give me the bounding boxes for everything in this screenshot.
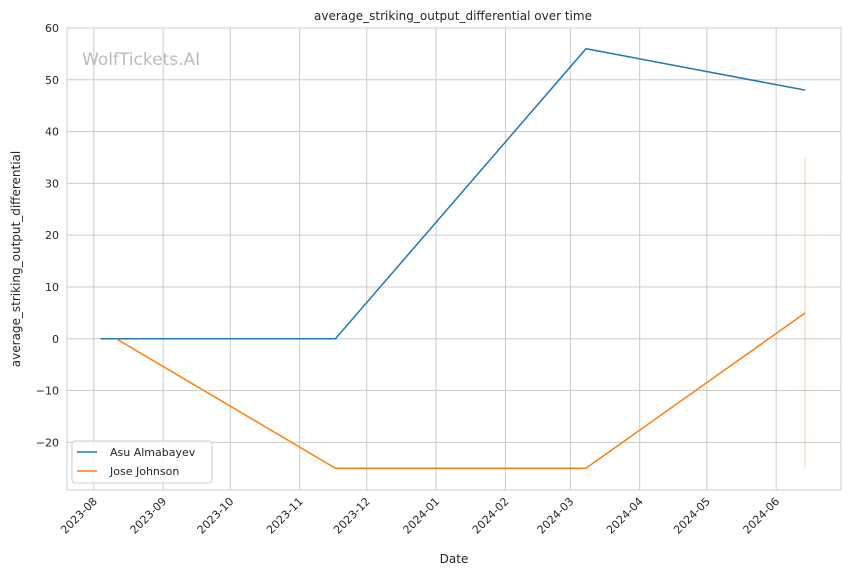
y-tick-label: 50 bbox=[45, 74, 59, 87]
x-tick-label: 2024-05 bbox=[671, 495, 713, 537]
x-ticks: 2023-08 2023-09 2023-10 2023-11 2023-12 2024-… bbox=[58, 495, 782, 537]
y-tick-label: −10 bbox=[36, 385, 59, 398]
x-tick-label: 2023-09 bbox=[128, 495, 170, 537]
x-tick-label: 2023-08 bbox=[58, 495, 100, 537]
y-tick-label: 30 bbox=[45, 177, 59, 190]
legend: Asu Almabayev Jose Johnson bbox=[71, 440, 213, 484]
x-tick-label: 2024-01 bbox=[401, 495, 443, 537]
y-tick-label: 40 bbox=[45, 126, 59, 139]
grid bbox=[67, 27, 841, 490]
plot-frame bbox=[66, 27, 842, 491]
chart-title: average_striking_output_differential ove… bbox=[314, 9, 592, 23]
x-axis-label: Date bbox=[440, 552, 469, 566]
x-tick-label: 2024-06 bbox=[741, 495, 783, 537]
legend-label-0: Asu Almabayev bbox=[110, 446, 196, 459]
x-tick-label: 2024-02 bbox=[470, 495, 512, 537]
x-tick-label: 2024-03 bbox=[535, 495, 577, 537]
y-tick-label: 0 bbox=[52, 333, 59, 346]
x-tick-label: 2024-04 bbox=[604, 495, 646, 537]
x-tick-label: 2023-11 bbox=[264, 495, 306, 537]
y-tick-label: 10 bbox=[45, 281, 59, 294]
x-tick-label: 2023-12 bbox=[331, 495, 373, 537]
y-tick-label: −20 bbox=[36, 436, 59, 449]
y-ticks: −20 −10 0 10 20 30 40 50 60 bbox=[36, 22, 59, 449]
y-tick-label: 20 bbox=[45, 229, 59, 242]
legend-label-1: Jose Johnson bbox=[109, 465, 179, 478]
watermark: WolfTickets.AI bbox=[82, 50, 200, 70]
series-lines bbox=[100, 47, 806, 469]
series-line-jose-johnson bbox=[115, 312, 806, 469]
y-axis-label: average_striking_output_differential bbox=[9, 151, 23, 367]
series-line-asu-almabayev bbox=[100, 47, 806, 340]
x-tick-label: 2023-10 bbox=[195, 495, 237, 537]
y-tick-label: 60 bbox=[45, 22, 59, 35]
legend-box bbox=[71, 440, 213, 484]
